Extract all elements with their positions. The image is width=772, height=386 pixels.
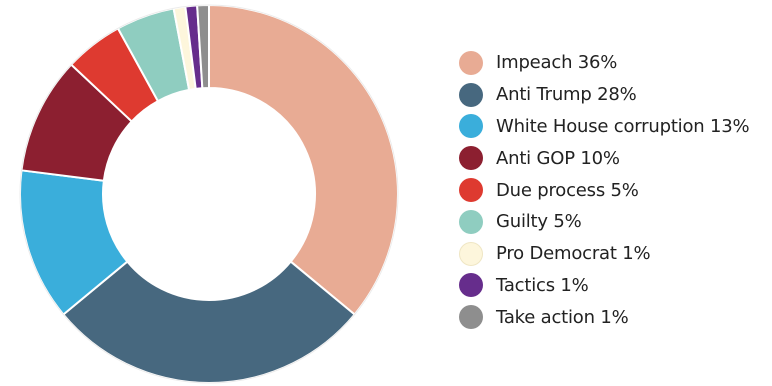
- legend-swatch-anti-trump: [459, 82, 483, 107]
- legend-label-tactics: Tactics 1%: [496, 274, 589, 296]
- legend-label-impeach: Impeach 36%: [496, 52, 618, 74]
- slice-impeach: [208, 3, 399, 316]
- legend-swatch-anti-gop: [459, 146, 483, 171]
- donut-outline: [19, 4, 399, 384]
- legend-item-impeach: Impeach 36%: [459, 47, 769, 79]
- legend-item-anti-gop: Anti GOP 10%: [459, 142, 769, 174]
- slice-take-action: [196, 3, 210, 90]
- legend-label-guilty: Guilty 5%: [496, 211, 582, 233]
- legend-label-white-house-corruption: White House corruption 13%: [496, 115, 750, 137]
- legend-swatch-impeach: [459, 50, 483, 75]
- legend-item-due-process: Due process 5%: [459, 174, 769, 206]
- legend-swatch-white-house-corruption: [459, 114, 483, 139]
- legend-label-take-action: Take action 1%: [496, 306, 629, 328]
- legend-item-take-action: Take action 1%: [459, 301, 769, 333]
- legend-swatch-take-action: [459, 305, 483, 330]
- legend-swatch-pro-democrat: [459, 241, 483, 266]
- legend-label-pro-democrat: Pro Democrat 1%: [496, 243, 651, 265]
- legend-item-anti-trump: Anti Trump 28%: [459, 79, 769, 111]
- slice-anti-trump: [61, 260, 357, 384]
- legend-label-due-process: Due process 5%: [496, 179, 639, 201]
- legend-swatch-due-process: [459, 178, 483, 203]
- legend-item-guilty: Guilty 5%: [459, 206, 769, 238]
- legend-item-tactics: Tactics 1%: [459, 270, 769, 302]
- legend: Impeach 36% Anti Trump 28% White House cor…: [459, 47, 769, 333]
- legend-item-pro-democrat: Pro Democrat 1%: [459, 238, 769, 270]
- legend-item-white-house-corruption: White House corruption 13%: [459, 111, 769, 143]
- legend-swatch-tactics: [459, 273, 483, 298]
- legend-swatch-guilty: [459, 209, 483, 234]
- legend-label-anti-gop: Anti GOP 10%: [496, 147, 620, 169]
- legend-label-anti-trump: Anti Trump 28%: [496, 84, 637, 106]
